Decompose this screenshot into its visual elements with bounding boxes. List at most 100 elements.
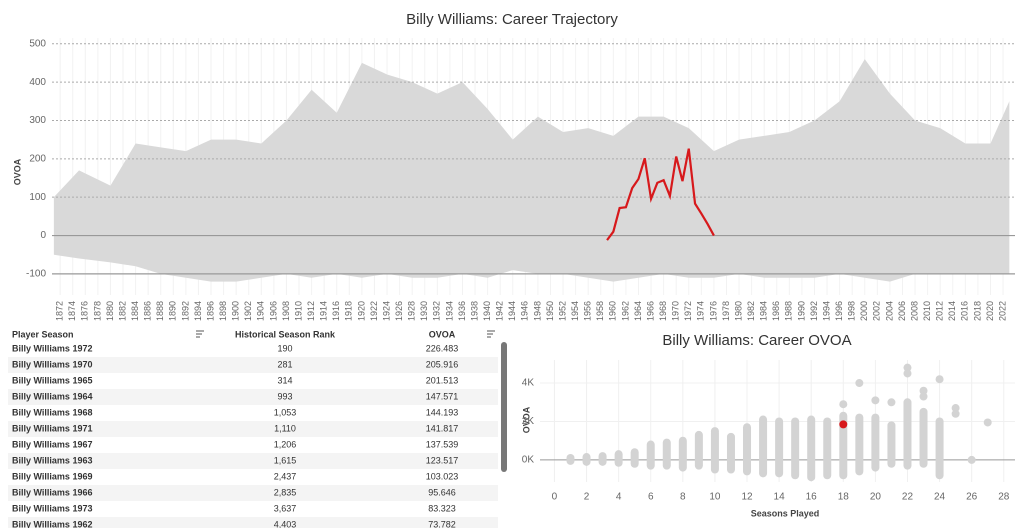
range-column xyxy=(694,430,703,470)
table-row xyxy=(8,341,498,357)
scrollbar[interactable] xyxy=(501,342,507,472)
x-tick-label: 2018 xyxy=(972,301,982,321)
x-tick-label: 1968 xyxy=(658,301,668,321)
table-cell: Billy Williams 1967 xyxy=(12,439,92,449)
x-tick-label: 1976 xyxy=(708,301,718,321)
range-column xyxy=(743,423,752,476)
table-cell: Billy Williams 1968 xyxy=(12,407,92,417)
table-row xyxy=(8,437,498,453)
y-tick-label: 4K xyxy=(522,378,535,389)
x-tick-label: 1990 xyxy=(796,301,806,321)
point xyxy=(983,418,992,427)
table-cell: Billy Williams 1962 xyxy=(12,519,92,528)
x-tick-label: 1928 xyxy=(407,301,417,321)
x-tick-label: 1944 xyxy=(507,301,517,321)
x-tick-label: 1962 xyxy=(620,301,630,321)
x-tick-label: 1878 xyxy=(92,301,102,321)
range-column xyxy=(726,432,735,474)
column-header: OVOA xyxy=(429,329,456,339)
table-cell: 1,206 xyxy=(274,439,297,449)
x-axis-label: Seasons Played xyxy=(751,508,820,518)
x-tick-label: 1890 xyxy=(168,301,178,321)
x-tick-label: 1924 xyxy=(381,301,391,321)
range-column xyxy=(614,450,623,467)
point xyxy=(855,379,864,388)
x-tick-label: 1992 xyxy=(809,301,819,321)
x-tick-label: 2 xyxy=(584,492,590,503)
table-cell: 2,437 xyxy=(274,471,297,481)
x-tick-label: 2022 xyxy=(997,301,1007,321)
y-axis-label: OVOA xyxy=(12,158,22,185)
chart-title: Billy Williams: Career OVOA xyxy=(662,332,851,349)
x-tick-label: 6 xyxy=(648,492,654,503)
x-tick-label: 2006 xyxy=(897,301,907,321)
x-tick-label: 1972 xyxy=(683,301,693,321)
x-tick-label: 16 xyxy=(806,492,818,503)
table-cell: Billy Williams 1970 xyxy=(12,359,92,369)
x-tick-label: 2012 xyxy=(935,301,945,321)
sort-icon[interactable] xyxy=(487,330,495,338)
x-tick-label: 1902 xyxy=(243,301,253,321)
table-cell: 205.916 xyxy=(426,359,459,369)
range-column xyxy=(887,421,896,468)
y-tick-label: 200 xyxy=(29,153,46,164)
x-tick-label: 1942 xyxy=(495,301,505,321)
x-tick-label: 1918 xyxy=(344,301,354,321)
x-tick-label: 1932 xyxy=(432,301,442,321)
y-tick-label: 300 xyxy=(29,115,46,126)
table-cell: 281 xyxy=(277,359,292,369)
table-row xyxy=(8,421,498,437)
range-column xyxy=(678,436,687,472)
x-tick-label: 1926 xyxy=(394,301,404,321)
table-cell: 141.817 xyxy=(426,423,459,433)
table-row xyxy=(8,357,498,373)
table-row xyxy=(8,517,498,528)
x-tick-label: 1984 xyxy=(759,301,769,321)
y-tick-label: 2K xyxy=(522,416,535,427)
point xyxy=(871,396,880,405)
x-tick-label: 24 xyxy=(934,492,946,503)
x-tick-label: 1974 xyxy=(696,301,706,321)
y-tick-label: 0 xyxy=(40,230,46,241)
x-tick-label: 1966 xyxy=(645,301,655,321)
x-tick-label: 2014 xyxy=(947,301,957,321)
point xyxy=(951,409,960,418)
x-tick-label: 1950 xyxy=(545,301,555,321)
x-tick-label: 20 xyxy=(870,492,882,503)
table-cell: 3,637 xyxy=(274,503,297,513)
x-tick-label: 1996 xyxy=(834,301,844,321)
x-tick-label: 1956 xyxy=(583,301,593,321)
point xyxy=(903,363,912,372)
point xyxy=(887,398,896,407)
x-tick-label: 1906 xyxy=(268,301,278,321)
x-tick-label: 2002 xyxy=(872,301,882,321)
range-column xyxy=(791,417,800,480)
x-tick-label: 14 xyxy=(774,492,786,503)
y-tick-label: 400 xyxy=(29,77,46,88)
x-tick-label: 1908 xyxy=(281,301,291,321)
x-tick-label: 1874 xyxy=(67,301,77,321)
point xyxy=(839,400,848,409)
sort-icon[interactable] xyxy=(196,330,204,338)
table-row xyxy=(8,469,498,485)
series-line xyxy=(606,148,715,241)
point xyxy=(919,386,928,395)
x-tick-label: 1884 xyxy=(130,301,140,321)
range-column xyxy=(646,440,655,470)
x-tick-label: 1998 xyxy=(847,301,857,321)
x-tick-label: 1914 xyxy=(319,301,329,321)
range-column xyxy=(855,413,864,476)
x-tick-label: 1920 xyxy=(356,301,366,321)
x-tick-label: 1886 xyxy=(143,301,153,321)
range-column xyxy=(759,415,768,478)
x-tick-label: 1882 xyxy=(117,301,127,321)
range-column xyxy=(839,411,848,480)
range-column xyxy=(598,452,607,466)
table-cell: 147.571 xyxy=(426,391,459,401)
range-column xyxy=(903,398,912,470)
x-tick-label: 1948 xyxy=(532,301,542,321)
x-tick-label: 1940 xyxy=(482,301,492,321)
x-tick-label: 1872 xyxy=(55,301,65,321)
x-tick-label: 1938 xyxy=(469,301,479,321)
x-tick-label: 4 xyxy=(616,492,622,503)
